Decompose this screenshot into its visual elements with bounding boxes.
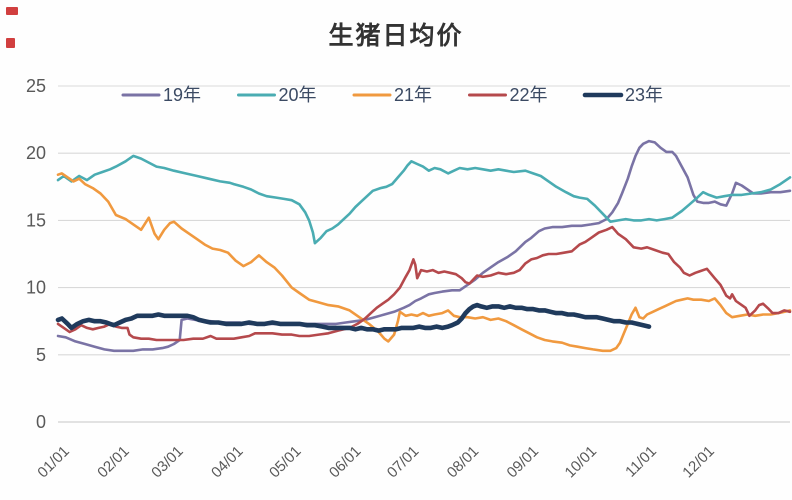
x-axis-label-05-01: 05/01	[266, 443, 305, 482]
series-line-21年	[56, 172, 792, 353]
series-line-22年	[56, 225, 792, 342]
legend-label-20年: 20年	[279, 85, 317, 105]
x-axis-label-03-01: 03/01	[148, 443, 187, 482]
legend-label-22年: 22年	[510, 85, 548, 105]
x-axis-label-06-01: 06/01	[326, 443, 365, 482]
x-axis-label-09-01: 09/01	[504, 443, 543, 482]
chart-title: 生猪日均价	[328, 21, 464, 50]
legend-label-19年: 19年	[163, 85, 201, 105]
x-axis-label-11-01: 11/01	[622, 443, 660, 481]
series-line-19年	[56, 139, 792, 353]
legend-label-23年: 23年	[625, 85, 663, 105]
series-line-20年	[56, 154, 792, 245]
y-axis-label-15: 15	[26, 210, 46, 230]
legend-label-21年: 21年	[394, 85, 432, 105]
series-line-23年	[55, 302, 652, 333]
y-axis-label-10: 10	[26, 278, 46, 298]
y-axis-label-25: 25	[26, 76, 46, 96]
y-axis-label-5: 5	[36, 345, 46, 365]
x-axis-label-12-01: 12/01	[679, 443, 718, 482]
x-axis-label-07-01: 07/01	[384, 443, 423, 482]
y-axis-label-20: 20	[26, 143, 46, 163]
x-axis-label-01-01: 01/01	[34, 443, 73, 482]
watermark-artifact-2	[6, 38, 15, 48]
x-axis-label-02-01: 02/01	[94, 443, 133, 482]
watermark-artifact-1	[6, 7, 18, 15]
x-axis-label-08-01: 08/01	[444, 443, 483, 482]
y-axis-label-0: 0	[36, 412, 46, 432]
x-axis-label-04-01: 04/01	[208, 443, 247, 482]
x-axis-label-10-01: 10/01	[562, 443, 601, 482]
